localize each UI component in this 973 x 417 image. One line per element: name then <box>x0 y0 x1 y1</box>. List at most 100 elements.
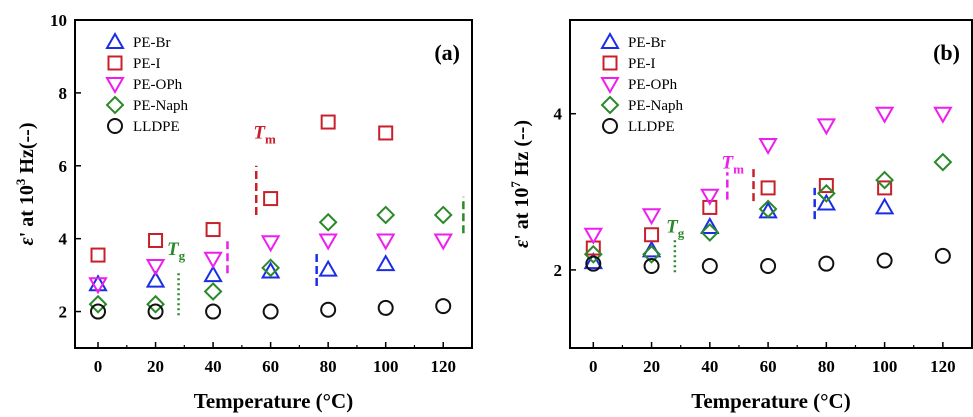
series-pe-br <box>88 254 396 292</box>
x-tick-label: 20 <box>643 357 660 376</box>
legend-marker <box>105 95 125 115</box>
data-point <box>644 227 660 243</box>
data-point <box>433 233 453 251</box>
data-point <box>583 252 604 270</box>
panel-label: (b) <box>933 40 960 65</box>
data-point <box>203 251 223 269</box>
y-tick-label: 8 <box>59 84 68 103</box>
x-axis-label: Temperature (°C) <box>194 389 353 413</box>
data-point <box>934 247 951 264</box>
data-point <box>320 114 336 130</box>
data-point <box>90 247 106 263</box>
legend-label: LLDPE <box>133 119 180 135</box>
data-point <box>376 205 396 225</box>
legend-label: PE-Br <box>133 35 171 51</box>
data-point <box>205 303 222 320</box>
x-tick-label: 20 <box>147 357 164 376</box>
series-pe-i <box>90 114 394 263</box>
data-point <box>641 208 662 226</box>
data-point <box>874 197 895 215</box>
legend-label: PE-I <box>628 56 656 72</box>
legend-marker <box>600 95 620 115</box>
data-point <box>203 282 223 301</box>
data-point <box>700 216 720 234</box>
data-point <box>375 254 396 272</box>
data-point <box>375 233 396 251</box>
series-lldpe <box>90 298 452 320</box>
data-point <box>263 191 279 207</box>
x-axis-label: Temperature (°C) <box>691 389 850 413</box>
x-tick-label: 120 <box>430 357 456 376</box>
x-tick-label: 60 <box>262 357 279 376</box>
transition-label: Tm <box>721 152 744 176</box>
data-point <box>583 227 604 245</box>
legend-marker <box>602 55 618 71</box>
data-point <box>818 255 835 272</box>
data-point <box>816 183 836 203</box>
data-point <box>877 180 893 196</box>
plot-frame <box>569 19 973 349</box>
series-lldpe <box>585 247 951 274</box>
legend-label: LLDPE <box>628 119 675 135</box>
data-point <box>700 188 720 206</box>
data-point <box>816 118 837 136</box>
data-point <box>641 240 662 258</box>
legend-marker <box>600 77 620 95</box>
data-point <box>874 106 895 124</box>
data-point <box>260 235 281 253</box>
legend-label: PE-Naph <box>628 98 683 114</box>
data-point <box>320 301 337 318</box>
data-point <box>933 152 953 172</box>
x-tick-label: 80 <box>818 357 835 376</box>
transition-label: Tm <box>253 122 276 146</box>
legend-label: PE-OPh <box>133 77 183 93</box>
x-tick-label: 0 <box>589 357 598 376</box>
data-point <box>378 125 394 141</box>
legend-label: PE-Br <box>628 35 666 51</box>
legend-marker <box>105 31 125 49</box>
data-point <box>760 180 776 196</box>
chart-panel-a: 0 20 40 60 80 100 120 2 4 6 8 10 Temperature (°C) ε' … <box>13 11 473 413</box>
data-point <box>700 223 720 242</box>
data-point <box>145 259 166 277</box>
data-point <box>148 232 164 248</box>
y-tick-label: 2 <box>554 261 563 280</box>
series-pe-oph <box>583 106 953 245</box>
data-point <box>203 265 223 283</box>
series-pe-naph <box>583 152 953 264</box>
data-point <box>758 199 778 219</box>
legend-marker <box>107 118 123 134</box>
data-point <box>642 244 661 264</box>
y-axis-label: ε' at 107 Hz (--) <box>508 120 533 248</box>
series-pe-oph <box>88 233 453 295</box>
transition-label: Tg <box>666 216 685 240</box>
legend: PE-Br PE-I PE-OPh PE-Naph LLDPE <box>600 31 683 135</box>
data-point <box>90 303 107 320</box>
data-point <box>145 270 166 288</box>
x-tick-label: 0 <box>94 357 103 376</box>
data-point <box>261 258 281 278</box>
data-point <box>583 244 603 264</box>
x-tick-label: 80 <box>320 357 337 376</box>
x-tick-label: 60 <box>760 357 777 376</box>
y-tick-label: 4 <box>554 105 563 124</box>
legend-marker <box>105 77 125 95</box>
data-point <box>262 303 279 320</box>
data-point <box>433 205 453 225</box>
legend-label: PE-Naph <box>133 98 188 114</box>
data-point <box>88 294 108 314</box>
y-tick-label: 10 <box>50 11 67 30</box>
legend-label: PE-I <box>133 56 161 72</box>
x-tick-label: 40 <box>205 357 222 376</box>
data-point <box>875 170 895 190</box>
data-point <box>818 178 834 194</box>
x-tick-label: 120 <box>930 357 956 376</box>
data-point <box>702 199 718 215</box>
y-tick-label: 2 <box>59 303 68 322</box>
chart-panel-b: 0 20 40 60 80 100 120 2 4 Temperature (°C) ε' at 1… <box>508 19 973 413</box>
data-point <box>876 252 893 269</box>
y-tick-label: 6 <box>59 157 68 176</box>
data-point <box>758 137 778 155</box>
data-point <box>585 255 602 272</box>
